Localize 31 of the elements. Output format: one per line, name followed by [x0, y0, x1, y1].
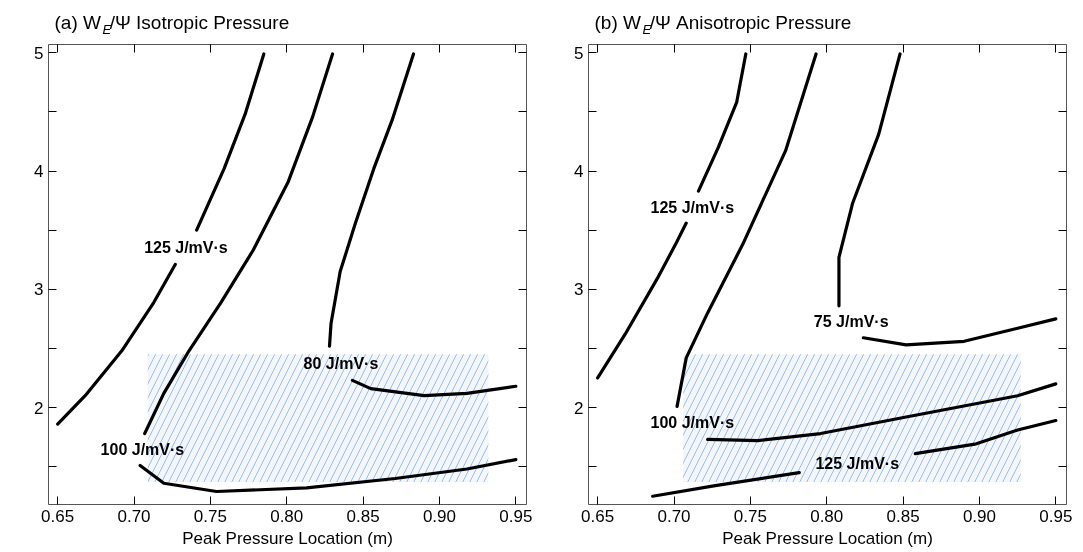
y-tick-label: 5 [34, 43, 44, 63]
series-label: 125 J/mV·s [144, 238, 228, 256]
x-axis-title: Peak Pressure Location (m) [182, 528, 393, 548]
x-tick-label: 0.65 [581, 506, 615, 526]
y-tick-label: 2 [34, 398, 44, 418]
y-tick-label: 5 [574, 43, 584, 63]
x-tick-label: 0.95 [1039, 506, 1073, 526]
x-tick-label: 0.90 [422, 506, 456, 526]
x-tick-label: 0.70 [117, 506, 151, 526]
series-label: 125 J/mV·s [650, 198, 735, 216]
y-tick-label: 4 [574, 162, 584, 182]
x-tick-label: 0.90 [962, 506, 996, 526]
y-tick-label: 4 [34, 162, 44, 182]
x-tick-label: 0.85 [346, 506, 380, 526]
y-tick-label: 3 [574, 280, 584, 300]
x-tick-label: 0.80 [810, 506, 844, 526]
series-label: 100 J/mV·s [100, 441, 185, 459]
x-tick-label: 0.75 [733, 506, 767, 526]
x-tick-label: 0.95 [499, 506, 533, 526]
x-axis-title: Peak Pressure Location (m) [722, 528, 933, 548]
series-label: 80 J/mV·s [303, 354, 379, 372]
series-label: 125 J/mV·s [815, 454, 900, 472]
x-tick-label: 0.65 [41, 506, 75, 526]
y-tick-label: 3 [34, 280, 44, 300]
x-tick-label: 0.75 [193, 506, 227, 526]
x-tick-label: 0.85 [886, 506, 920, 526]
x-tick-label: 0.70 [657, 506, 691, 526]
series-label: 75 J/mV·s [813, 313, 889, 331]
series-label: 100 J/mV·s [650, 414, 735, 432]
y-tick-label: 2 [574, 398, 584, 418]
x-tick-label: 0.80 [270, 506, 304, 526]
